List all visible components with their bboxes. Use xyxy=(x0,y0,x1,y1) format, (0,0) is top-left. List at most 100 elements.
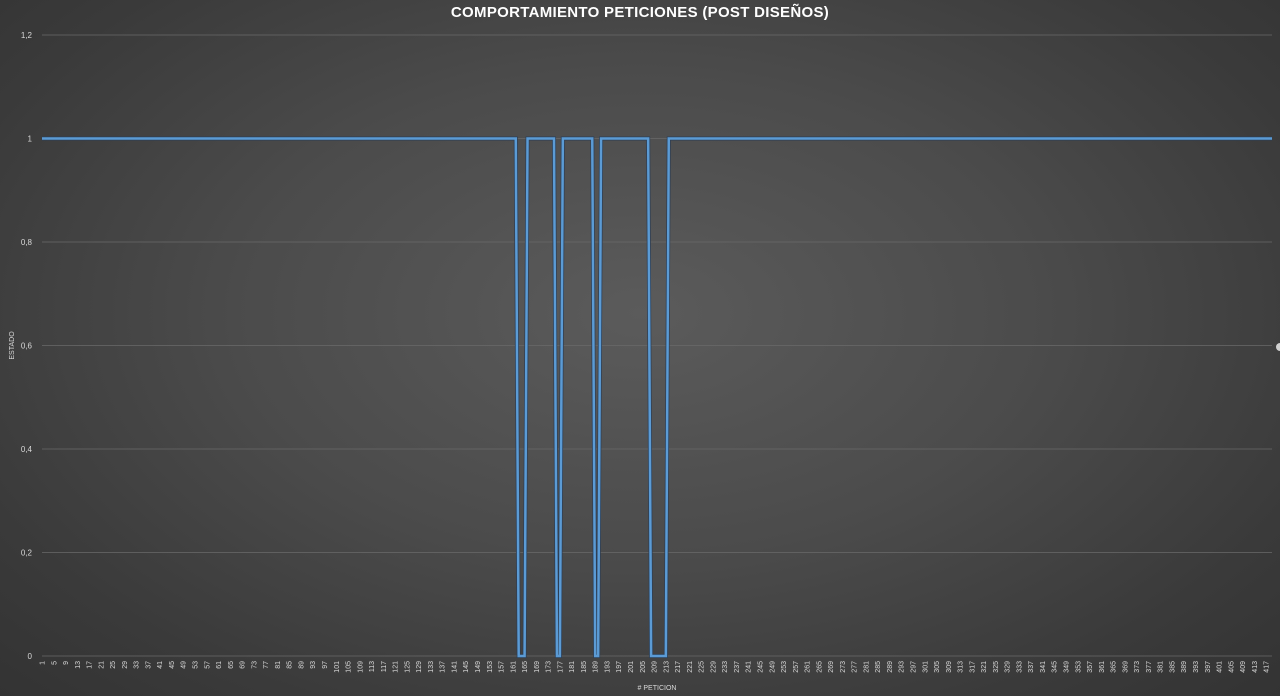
x-tick-label: 161 xyxy=(510,661,517,673)
x-tick-label: 49 xyxy=(181,661,188,669)
chart-title: COMPORTAMIENTO PETICIONES (POST DISEÑOS) xyxy=(450,4,830,21)
x-tick-label: 245 xyxy=(757,661,764,673)
x-tick-label: 365 xyxy=(1111,661,1118,673)
x-tick-label: 405 xyxy=(1228,661,1235,673)
x-tick-label: 409 xyxy=(1240,661,1247,673)
x-tick-label: 201 xyxy=(628,661,635,673)
x-tick-label: 105 xyxy=(346,661,353,673)
x-tick-label: 285 xyxy=(875,661,882,673)
x-tick-label: 153 xyxy=(487,661,494,673)
x-tick-label: 109 xyxy=(357,661,364,673)
x-tick-label: 41 xyxy=(157,661,164,669)
x-tick-label: 265 xyxy=(816,661,823,673)
x-tick-label: 129 xyxy=(416,661,423,673)
x-tick-label: 17 xyxy=(87,661,94,669)
x-tick-label: 209 xyxy=(652,661,659,673)
x-tick-label: 381 xyxy=(1158,661,1165,673)
x-tick-label: 61 xyxy=(216,661,223,669)
x-tick-label: 145 xyxy=(463,661,470,673)
x-tick-label: 133 xyxy=(428,661,435,673)
x-tick-label: 1 xyxy=(40,661,47,665)
resize-handle-icon[interactable] xyxy=(1276,343,1280,351)
x-tick-label: 313 xyxy=(958,661,965,673)
x-tick-label: 177 xyxy=(557,661,564,673)
series-line xyxy=(42,137,1272,658)
x-tick-label: 317 xyxy=(969,661,976,673)
x-tick-label: 361 xyxy=(1099,661,1106,673)
x-tick-label: 213 xyxy=(663,661,670,673)
y-tick-label: 0,6 xyxy=(21,342,33,351)
x-tick-label: 73 xyxy=(251,661,258,669)
x-tick-label: 45 xyxy=(169,661,176,669)
x-tick-label: 397 xyxy=(1205,661,1212,673)
y-axis-ticks: 0 0,2 0,4 0,6 0,8 1 1,2 xyxy=(21,31,33,661)
x-tick-label: 241 xyxy=(746,661,753,673)
x-axis-title: # PETICION xyxy=(638,685,677,692)
x-tick-label: 329 xyxy=(1005,661,1012,673)
x-tick-label: 249 xyxy=(769,661,776,673)
x-tick-label: 229 xyxy=(710,661,717,673)
x-tick-label: 89 xyxy=(298,661,305,669)
x-tick-label: 325 xyxy=(993,661,1000,673)
x-tick-label: 81 xyxy=(275,661,282,669)
x-tick-label: 13 xyxy=(75,661,82,669)
x-tick-label: 401 xyxy=(1217,661,1224,673)
x-tick-label: 37 xyxy=(145,661,152,669)
x-tick-label: 321 xyxy=(981,661,988,673)
x-tick-label: 5 xyxy=(51,661,58,665)
x-tick-label: 85 xyxy=(287,661,294,669)
x-tick-label: 101 xyxy=(334,661,341,673)
x-tick-label: 417 xyxy=(1264,661,1271,673)
x-tick-label: 349 xyxy=(1064,661,1071,673)
x-tick-label: 113 xyxy=(369,661,376,672)
x-tick-label: 369 xyxy=(1122,661,1129,673)
x-tick-label: 65 xyxy=(228,661,235,669)
x-tick-label: 281 xyxy=(863,661,870,673)
x-tick-label: 25 xyxy=(110,661,117,669)
x-tick-label: 217 xyxy=(675,661,682,673)
x-tick-label: 141 xyxy=(451,661,458,673)
x-tick-label: 385 xyxy=(1169,661,1176,673)
x-tick-label: 373 xyxy=(1134,661,1141,673)
x-tick-label: 297 xyxy=(911,661,918,673)
x-tick-label: 149 xyxy=(475,661,482,673)
x-tick-label: 293 xyxy=(899,661,906,673)
x-tick-label: 225 xyxy=(699,661,706,673)
x-tick-label: 29 xyxy=(122,661,129,669)
y-tick-label: 1,2 xyxy=(21,31,33,40)
x-tick-label: 345 xyxy=(1052,661,1059,673)
x-tick-label: 21 xyxy=(98,661,105,669)
x-tick-label: 389 xyxy=(1181,661,1188,673)
x-tick-label: 117 xyxy=(381,661,388,672)
x-tick-label: 125 xyxy=(404,661,411,673)
x-tick-label: 69 xyxy=(240,661,247,669)
x-tick-label: 157 xyxy=(499,661,506,673)
x-tick-label: 93 xyxy=(310,661,317,669)
x-tick-label: 357 xyxy=(1087,661,1094,673)
x-tick-label: 169 xyxy=(534,661,541,673)
x-tick-label: 121 xyxy=(393,661,400,673)
series-lines xyxy=(42,136,1272,658)
x-tick-label: 257 xyxy=(793,661,800,673)
x-tick-label: 341 xyxy=(1040,661,1047,673)
x-tick-label: 97 xyxy=(322,661,329,669)
y-tick-label: 1 xyxy=(28,135,33,144)
x-axis-ticks: 1 5 9 13 17 21 25 29 33 37 41 45 49 53 57 61 65 69 73 77 81 8… xyxy=(40,661,1271,673)
x-tick-label: 309 xyxy=(946,661,953,673)
gridlines xyxy=(42,34,1272,657)
series-line-outline xyxy=(42,136,1272,658)
x-tick-label: 289 xyxy=(887,661,894,673)
x-tick-label: 333 xyxy=(1016,661,1023,673)
x-tick-label: 305 xyxy=(934,661,941,673)
x-tick-label: 9 xyxy=(63,661,70,665)
x-tick-label: 337 xyxy=(1028,661,1035,673)
x-tick-label: 181 xyxy=(569,661,576,673)
x-tick-label: 237 xyxy=(734,661,741,673)
x-tick-label: 77 xyxy=(263,661,270,669)
x-tick-label: 377 xyxy=(1146,661,1153,673)
x-tick-label: 137 xyxy=(440,661,447,673)
x-tick-label: 353 xyxy=(1075,661,1082,673)
x-tick-label: 197 xyxy=(616,661,623,673)
